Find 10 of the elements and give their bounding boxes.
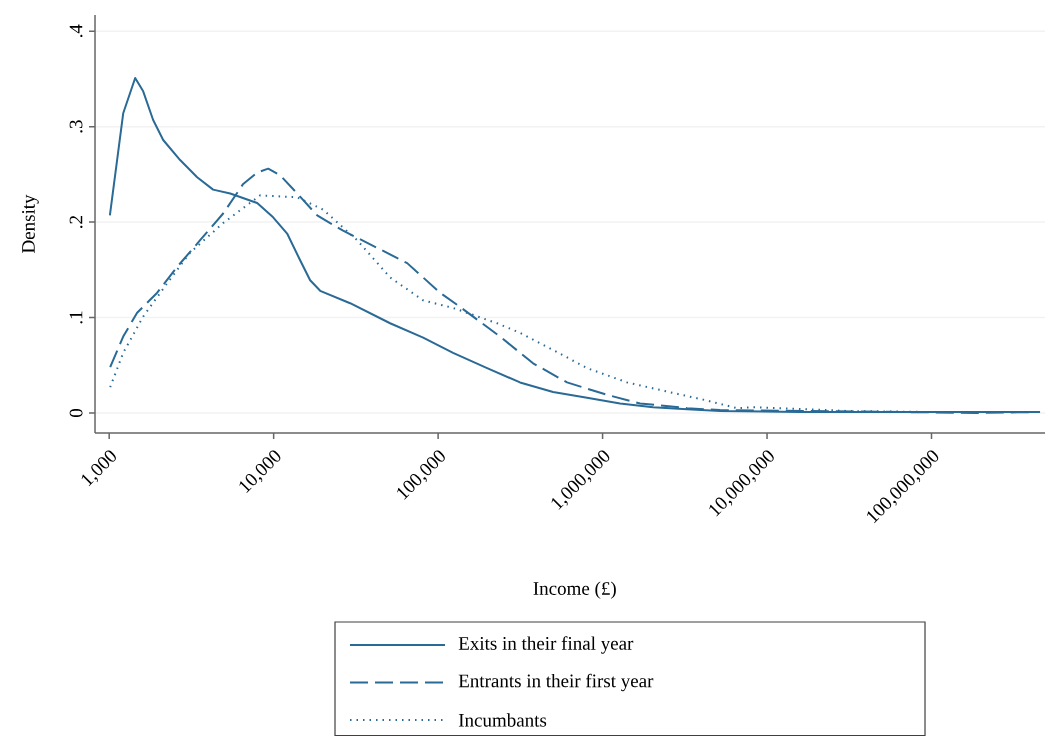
y-tick-label: .2 — [69, 216, 83, 228]
y-axis-title: Density — [22, 194, 39, 253]
legend-label: Exits in their final year — [458, 636, 634, 654]
legend-label: Entrants in their first year — [458, 673, 654, 692]
y-tick-label: .4 — [69, 24, 83, 38]
y-tick-label: .3 — [69, 120, 83, 133]
x-axis-title: Income (£) — [533, 581, 616, 599]
y-tick-label: .1 — [69, 311, 83, 324]
y-tick-label: 0 — [69, 408, 83, 417]
legend-label: Incumbants — [458, 713, 547, 727]
